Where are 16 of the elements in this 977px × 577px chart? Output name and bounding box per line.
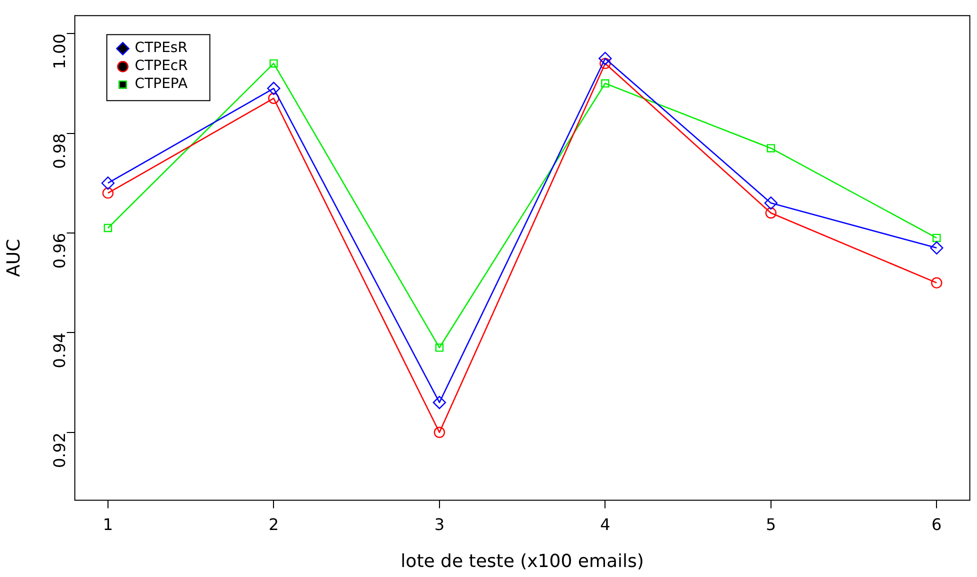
y-tick-label: 1.00 — [50, 34, 69, 70]
y-tick-label: 0.98 — [50, 133, 69, 169]
x-axis-title: lote de teste (x100 emails) — [400, 550, 644, 572]
legend-label: CTPEsR — [134, 40, 188, 56]
x-tick-label: 6 — [932, 514, 942, 534]
y-tick-label: 0.96 — [50, 232, 69, 269]
legend-label: CTPEPA — [134, 76, 188, 92]
y-tick-label: 0.92 — [50, 432, 69, 468]
x-tick-label: 2 — [268, 514, 279, 534]
x-tick-label: 5 — [766, 514, 776, 534]
x-tick-label: 4 — [600, 514, 610, 534]
x-tick-label: 1 — [102, 514, 114, 534]
legend-label: CTPEcR — [134, 58, 188, 74]
y-tick-label: 0.94 — [50, 332, 69, 368]
x-tick-label: 3 — [434, 514, 445, 534]
y-axis-title: AUC — [3, 238, 24, 277]
